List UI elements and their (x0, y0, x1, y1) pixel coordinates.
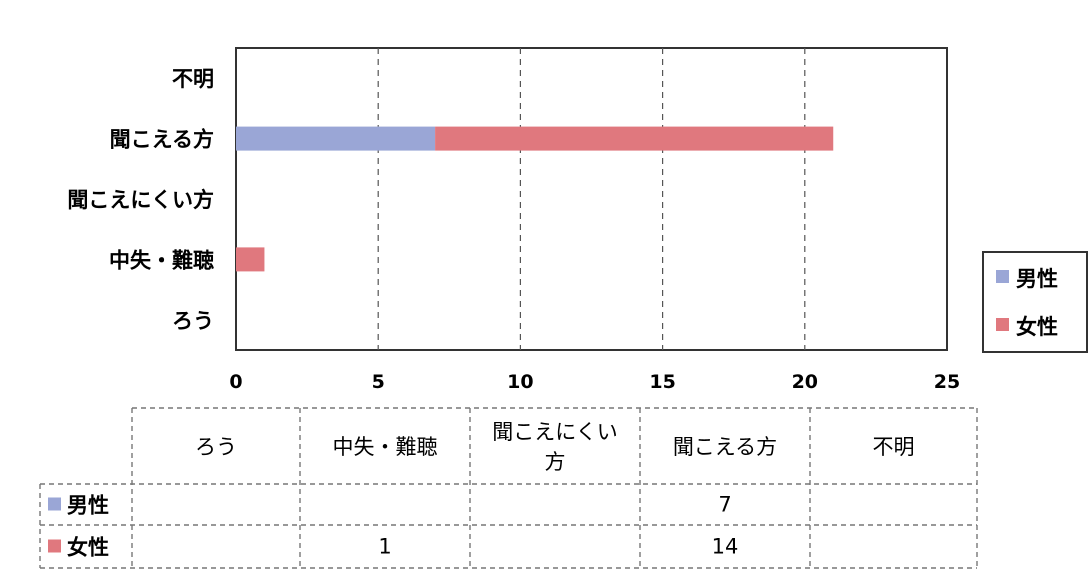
gridlines (377, 48, 806, 350)
category-label: 聞こえにくい方 (67, 188, 214, 212)
x-tick-label: 0 (229, 371, 242, 393)
table-header: ろう (195, 435, 237, 459)
category-labels: ろう 中失・難聴 聞こえにくい方 聞こえる方 不明 (67, 67, 214, 333)
legend-swatch-male (996, 270, 1009, 283)
x-tick-label: 15 (649, 371, 675, 393)
x-tick-label: 20 (792, 371, 818, 393)
legend-label-male: 男性 (1016, 267, 1058, 291)
table-header: 聞こえにくい方 (492, 420, 618, 474)
table-series-swatch (48, 539, 61, 553)
x-tick-labels: 0 5 10 15 20 25 (229, 371, 960, 393)
bar-female (236, 247, 265, 272)
table-cell: 7 (718, 493, 731, 517)
x-tick-label: 25 (934, 371, 960, 393)
table-cell: 1 (378, 535, 391, 559)
table-series-label: 男性 (67, 494, 109, 518)
table-header: 聞こえる方 (673, 435, 777, 459)
table-series-label: 女性 (67, 536, 109, 560)
legend-swatch-female (996, 318, 1009, 331)
plot-area (235, 47, 948, 351)
category-label: 聞こえる方 (110, 128, 214, 152)
x-tick-label: 10 (507, 371, 533, 393)
category-label: 不明 (172, 67, 214, 91)
table-cell: 14 (712, 535, 739, 559)
table-header: 不明 (873, 435, 915, 459)
table-header: 中失・難聴 (333, 435, 438, 459)
bar-female (435, 126, 834, 151)
legend-label-female: 女性 (1016, 315, 1058, 339)
category-label: 中失・難聴 (109, 248, 214, 272)
legend-box (982, 251, 1088, 353)
legend: 男性 女性 (982, 251, 1088, 353)
category-label: ろう (172, 309, 214, 333)
bar-male (236, 126, 436, 151)
table-series-swatch (48, 497, 61, 511)
bars (236, 126, 834, 272)
x-tick-label: 5 (372, 371, 385, 393)
